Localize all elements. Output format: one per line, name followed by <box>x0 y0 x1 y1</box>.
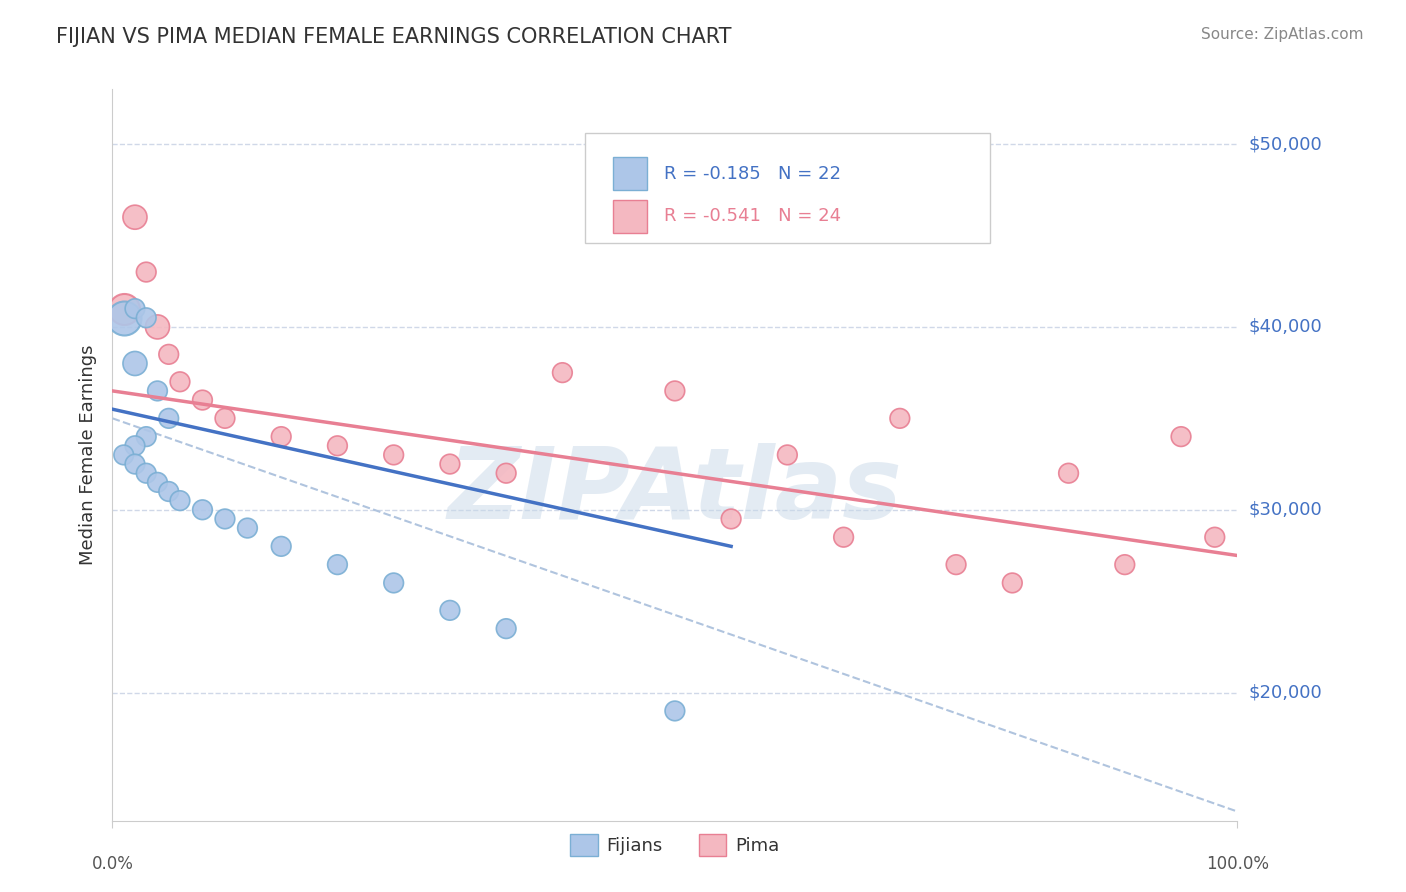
Text: Source: ZipAtlas.com: Source: ZipAtlas.com <box>1201 27 1364 42</box>
Point <box>326 558 349 572</box>
Point <box>112 448 135 462</box>
Point <box>1170 429 1192 443</box>
Text: FIJIAN VS PIMA MEDIAN FEMALE EARNINGS CORRELATION CHART: FIJIAN VS PIMA MEDIAN FEMALE EARNINGS CO… <box>56 27 731 46</box>
Point <box>124 356 146 370</box>
Point <box>135 265 157 279</box>
Point <box>270 429 292 443</box>
Point <box>214 512 236 526</box>
Point <box>135 310 157 325</box>
Point <box>146 319 169 334</box>
Point <box>945 558 967 572</box>
Point <box>382 576 405 591</box>
Point <box>326 439 349 453</box>
Text: $20,000: $20,000 <box>1249 683 1322 702</box>
Point <box>124 439 146 453</box>
Point <box>439 457 461 471</box>
Text: R = -0.185   N = 22: R = -0.185 N = 22 <box>664 165 841 183</box>
Bar <box>613 200 647 233</box>
Point <box>495 466 517 480</box>
Point <box>146 475 169 490</box>
Point <box>191 502 214 516</box>
Point <box>1114 558 1136 572</box>
Text: 0.0%: 0.0% <box>91 855 134 873</box>
Point <box>146 384 169 398</box>
Text: 100.0%: 100.0% <box>1206 855 1268 873</box>
Point <box>135 466 157 480</box>
Point <box>157 411 180 425</box>
Point <box>551 366 574 380</box>
Legend: Fijians, Pima: Fijians, Pima <box>564 826 786 863</box>
Text: $40,000: $40,000 <box>1249 318 1322 336</box>
Point <box>124 301 146 316</box>
Point <box>169 493 191 508</box>
Point <box>1204 530 1226 544</box>
Point <box>236 521 259 535</box>
Point <box>832 530 855 544</box>
Point <box>1001 576 1024 591</box>
Text: R = -0.541   N = 24: R = -0.541 N = 24 <box>664 208 841 226</box>
Point <box>439 603 461 617</box>
Point <box>720 512 742 526</box>
Point <box>664 384 686 398</box>
Bar <box>613 157 647 190</box>
Point <box>157 347 180 361</box>
Point <box>157 484 180 499</box>
Point <box>135 429 157 443</box>
Text: ZIPAtlas: ZIPAtlas <box>447 443 903 540</box>
Text: $30,000: $30,000 <box>1249 500 1322 519</box>
Point <box>112 310 135 325</box>
Text: $50,000: $50,000 <box>1249 135 1322 153</box>
Point <box>214 411 236 425</box>
Point <box>112 301 135 316</box>
Point <box>382 448 405 462</box>
Point <box>664 704 686 718</box>
Point <box>169 375 191 389</box>
Point <box>124 210 146 224</box>
Point <box>124 457 146 471</box>
Y-axis label: Median Female Earnings: Median Female Earnings <box>79 344 97 566</box>
Point <box>191 392 214 407</box>
Point <box>495 622 517 636</box>
FancyBboxPatch shape <box>585 133 990 243</box>
Point <box>889 411 911 425</box>
Point <box>776 448 799 462</box>
Point <box>270 539 292 553</box>
Point <box>1057 466 1080 480</box>
